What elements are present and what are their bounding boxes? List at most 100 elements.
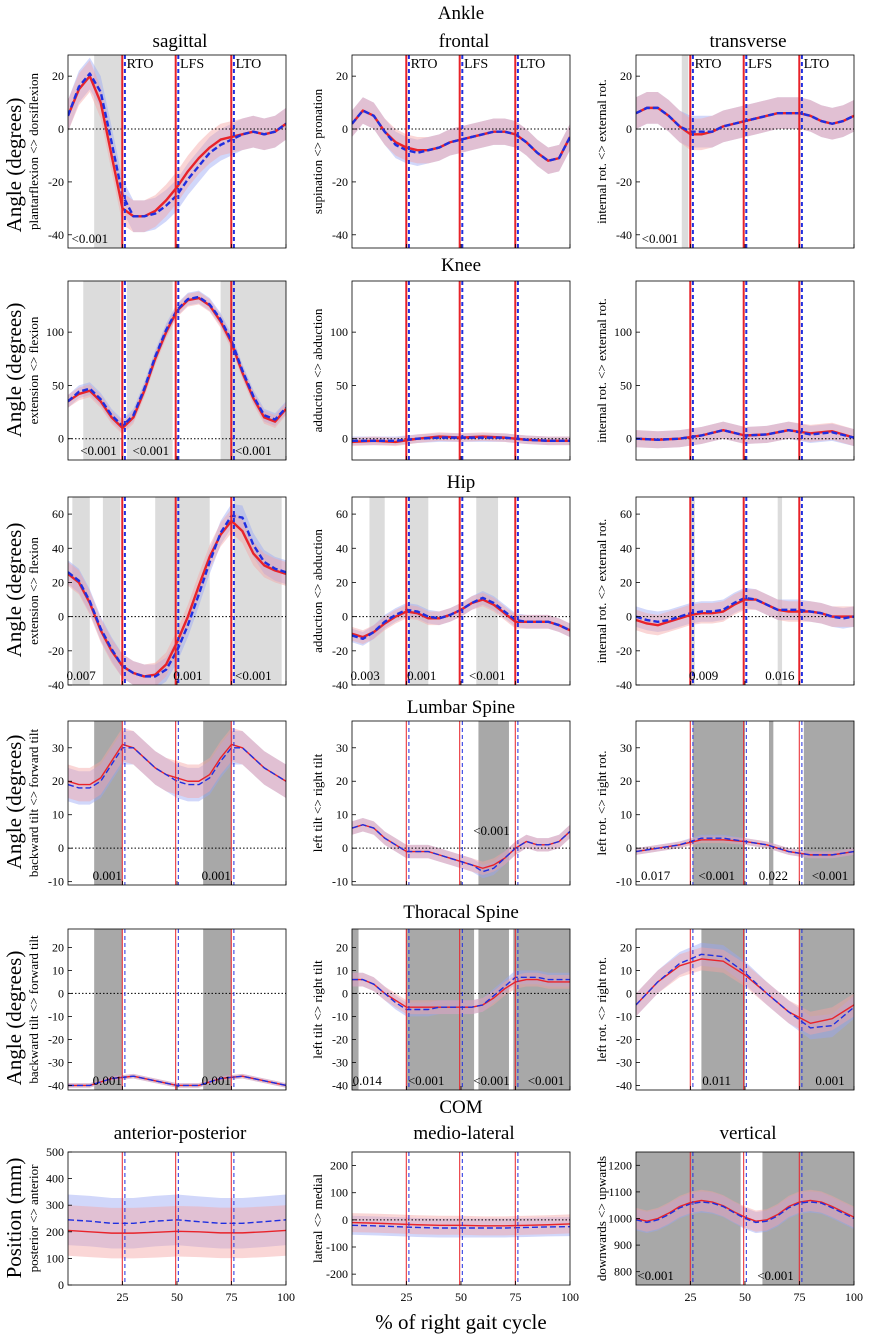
y-tick-label: 500: [46, 1145, 64, 1159]
y-tick-label: -40: [616, 678, 632, 692]
y-tick-label: -20: [48, 175, 64, 189]
panel-ylabel: backward tilt <> forward tilt: [26, 728, 41, 877]
section-title-hip: Hip: [447, 472, 476, 493]
p-value-label: 0.001: [93, 1073, 122, 1088]
significance-span: [233, 497, 282, 685]
y-tick-label: -40: [616, 1078, 632, 1092]
x-tick-label: 100: [277, 1290, 295, 1304]
x-tick-label: 100: [845, 1290, 863, 1304]
x-tick-label: 50: [455, 1290, 467, 1304]
series-line-blue: [68, 295, 286, 428]
y-tick-label: 100: [46, 1251, 64, 1265]
panel-ylabel: adduction <> abduction: [310, 308, 325, 432]
series-line-red: [352, 1221, 570, 1227]
row-ylabel-ankle: Angle (degrees): [2, 98, 26, 233]
p-value-label: 0.017: [641, 868, 671, 883]
x-tick-label: 75: [794, 1290, 806, 1304]
row-ylabel-knee: Angle (degrees): [2, 303, 26, 438]
series-line-red: [68, 74, 286, 218]
y-tick-label: 60: [336, 507, 348, 521]
panel-hip-sagittal: -40 -20 0 20 40 60 extension <> flexion 0.007 0.…: [26, 496, 287, 692]
panel-ylabel: downwards <> upwards: [594, 1156, 609, 1281]
panel-ylabel: internal rot. <> external rot.: [594, 79, 609, 224]
y-tick-label: -30: [616, 1055, 632, 1069]
significance-span: [408, 497, 429, 685]
y-tick-label: 10: [620, 808, 632, 822]
event-label: RTO: [411, 57, 438, 72]
y-tick-label: 20: [336, 940, 348, 954]
axes-frame: [351, 280, 571, 461]
y-tick-label: 0: [58, 610, 64, 624]
column-title-anterior-posterior: anterior-posterior: [114, 1123, 247, 1144]
y-tick-label: -30: [48, 1055, 64, 1069]
panel-ankle-transverse: -40 -20 0 20 internal rot. <> external rot. R…: [594, 54, 855, 249]
x-tick-label: 50: [739, 1290, 751, 1304]
panel-ylabel: extension <> flexion: [26, 537, 41, 645]
y-tick-label: 30: [336, 741, 348, 755]
y-tick-label: 100: [46, 325, 64, 339]
panel-knee-sagittal: 0 50 100 extension <> flexion <0.001 <0.001 <0…: [26, 280, 287, 461]
panel-lumbar-frontal: -10 0 10 20 30 left tilt <> right tilt <0.001: [310, 720, 571, 889]
significance-span: [203, 721, 232, 885]
significance-span: [478, 929, 509, 1090]
y-tick-label: 0: [58, 432, 64, 446]
y-tick-label: 300: [46, 1198, 64, 1212]
y-tick-label: -20: [332, 1032, 348, 1046]
series-line-red: [68, 296, 286, 430]
panel-hip-transverse: -40 -20 0 20 40 60 internal rot. <> external r…: [594, 496, 855, 692]
y-tick-label: 0: [342, 986, 348, 1000]
series-line-red: [636, 958, 854, 1024]
event-label: LFS: [464, 57, 488, 72]
significance-span: [72, 497, 90, 685]
series-line-blue: [68, 1219, 286, 1224]
x-tick-label: 75: [510, 1290, 522, 1304]
panel-ylabel: plantarflexion <> dorsiflexion: [26, 73, 41, 230]
y-tick-label: 60: [52, 507, 64, 521]
panel-lumbar-sagittal: -10 0 10 20 30 backward tilt <> forward tilt 0…: [26, 720, 287, 889]
p-value-label: <0.001: [72, 231, 109, 246]
series-line-blue: [352, 109, 570, 162]
y-tick-label: 0: [342, 1213, 348, 1227]
y-tick-label: -20: [332, 175, 348, 189]
p-value-label: <0.001: [757, 1268, 794, 1283]
panel-ylabel: left tilt <> right tilt: [310, 753, 325, 852]
series-line-blue: [68, 1075, 286, 1087]
panel-thoracal-transverse: -40 -30 -20 -10 0 10 20 left rot. <> right rot.…: [594, 928, 855, 1092]
sd-band-red: [352, 818, 570, 875]
x-tick-label: 100: [561, 1290, 579, 1304]
y-tick-label: 20: [52, 940, 64, 954]
column-title-medio-lateral: medio-lateral: [413, 1123, 514, 1144]
row-ylabel-hip: Angle (degrees): [2, 523, 26, 658]
event-label: LTO: [520, 57, 546, 72]
p-value-label: <0.001: [528, 1073, 565, 1088]
y-tick-label: 0: [342, 432, 348, 446]
significance-span: [94, 929, 123, 1090]
y-tick-label: 1000: [608, 1212, 632, 1226]
panel-com-vertical: 800 900 1000 1100 1200 25 50 75 100 downwards <> …: [594, 1151, 863, 1304]
y-tick-label: 0: [58, 986, 64, 1000]
significance-span: [352, 929, 359, 1090]
panel-lumbar-transverse: -10 0 10 20 30 left rot. <> right rot. 0.017 <0…: [594, 720, 855, 889]
y-tick-label: 100: [330, 1186, 348, 1200]
panel-thoracal-frontal: -40 -30 -20 -10 0 10 20 left tilt <> right tilt…: [310, 928, 571, 1092]
series-line-blue: [68, 72, 286, 218]
x-tick-label: 50: [171, 1290, 183, 1304]
significance-span: [692, 721, 745, 885]
significance-span: [777, 497, 783, 685]
y-tick-label: 50: [52, 378, 64, 392]
significance-span: [478, 721, 509, 885]
p-value-label: <0.001: [642, 231, 679, 246]
p-value-label: <0.001: [133, 443, 170, 458]
y-tick-label: 20: [52, 69, 64, 83]
p-value-label: 0.009: [689, 668, 718, 683]
p-value-label: <0.001: [473, 1073, 510, 1088]
p-value-label: <0.001: [408, 1073, 445, 1088]
y-tick-label: -20: [616, 175, 632, 189]
significance-span: [513, 929, 570, 1090]
y-tick-label: -40: [332, 678, 348, 692]
series-line-blue: [352, 1224, 570, 1229]
y-tick-label: -20: [332, 644, 348, 658]
column-title-vertical: vertical: [720, 1123, 777, 1144]
event-label: LFS: [748, 57, 772, 72]
